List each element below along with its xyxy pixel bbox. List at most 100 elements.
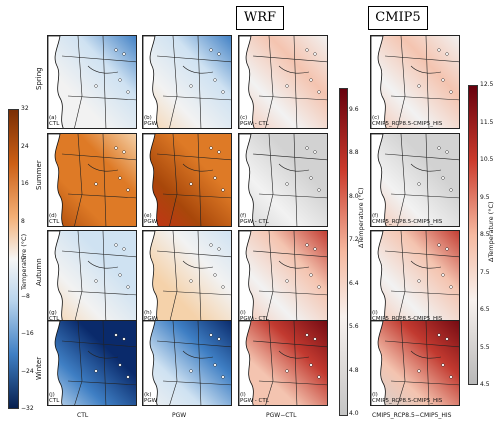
panel-letter: (b) [144,115,152,121]
lake [313,337,317,341]
lake [437,243,441,247]
map-panel: (e) PGW [142,133,232,227]
lake [122,150,126,154]
cmip5-delta-colorbar-gradient [469,86,477,384]
colorbar-tick-label: 0 [21,255,25,262]
ocean-coastline [143,231,159,323]
lake [305,146,309,150]
lake [122,247,126,251]
colorbar-tick-label: 4.5 [480,381,490,388]
temperature-colorbar-title: Temperature (°C) [20,233,28,290]
panel-letter: (h) [144,310,152,316]
ocean-coastline [48,321,63,405]
column-label: PGW−CTL [266,412,297,419]
map-background [48,231,136,323]
map-panel: (f) PGW - CTL [238,133,328,227]
lake [441,78,445,82]
panel-label: (a) CTL [49,115,59,127]
panel-label: (l) CMIP5_RCP8.5-CMIP5_HIS [372,392,442,404]
map-panel: (h) PGW [142,230,232,324]
lake [441,363,445,367]
lake [213,363,217,367]
column-label: CMIP5_RCP8.5−CMIP5_HIS [372,412,452,419]
lake [94,182,98,186]
panel-label: (j) CTL [49,392,59,404]
lake [317,375,321,379]
ocean-coastline [239,231,255,323]
province-borders [61,321,136,405]
panel-label: (b) PGW [144,115,157,127]
colorbar-tick-label: 11.5 [480,118,494,126]
temperature-colorbar-gradient [9,110,18,408]
lake [217,337,221,341]
panel-letter: (j) [49,392,55,398]
panel-label: (c) CMIP5_RCP8.5-CMIP5_HIS [372,115,442,127]
panel-letter: (g) [49,310,57,316]
panel-letter: (d) [49,213,57,219]
panel-caption: CMIP5_RCP8.5-CMIP5_HIS [372,121,443,127]
province-borders [156,36,231,128]
colorbar-tick-label: 7.2 [349,236,359,244]
map-background [48,321,136,405]
panel-label: (e) PGW [144,213,157,225]
map-panel: (d) CTL [47,133,137,227]
lake [445,150,449,154]
panel-label: (l) PGW - CTL [240,392,269,404]
map-field [239,321,327,405]
lake [209,243,213,247]
province-borders [384,231,459,323]
ocean-coastline [239,134,255,226]
panel-label: (f) CMIP5_RCP8.5-CMIP5_HIS [372,213,442,225]
lake [313,52,317,56]
panel-label: (c) PGW - CTL [240,115,269,127]
map-panel: (l) PGW - CTL [238,320,328,406]
colorbar-tick-label: 8.5 [480,231,490,238]
lake [189,279,193,283]
ocean-coastline [48,134,64,226]
lake [305,48,309,52]
colorbar-tick-label: 4.0 [349,410,359,417]
lake [309,273,313,277]
lake [221,90,225,94]
lake [305,243,309,247]
panel-letter: (l) [372,392,378,398]
lake [449,285,453,289]
panel-caption: PGW - CTL [240,121,269,127]
lake [209,333,213,337]
lake [114,146,118,150]
colorbar-tick-label: 6.5 [480,306,490,313]
lake [441,273,445,277]
colorbar-tick-label: 6.4 [349,279,359,287]
lake [114,243,118,247]
lake [94,279,98,283]
panel-caption: CTL [49,219,60,225]
lake [449,375,453,379]
map-field [143,134,231,226]
lake [118,273,122,277]
panel-caption: CMIP5_RCP8.5-CMIP5_HIS [372,398,443,404]
panel-caption: CTL [49,121,60,127]
lake [126,375,130,379]
colorbar-tick-label: 5.6 [349,323,359,331]
map-panel: (l) CMIP5_RCP8.5-CMIP5_HIS [370,320,460,406]
map-field [239,36,327,128]
province-borders [384,134,459,226]
panel-label: (d) CTL [49,213,59,225]
map-field [48,321,136,405]
ocean-coastline [143,134,159,226]
ocean-coastline [239,321,254,405]
season-label: Spring [35,67,43,90]
lake [437,146,441,150]
lake [189,369,193,373]
map-panel: (g) CTL [47,230,137,324]
map-panel: (a) CTL [47,35,137,129]
lake [94,369,98,373]
lake [317,90,321,94]
column-label: CTL [77,412,89,419]
lake [209,48,213,52]
lake [305,333,309,337]
map-field [143,231,231,323]
cmip5-header: CMIP5 [368,6,428,30]
map-field [239,231,327,323]
panel-letter: (k) [144,392,152,398]
